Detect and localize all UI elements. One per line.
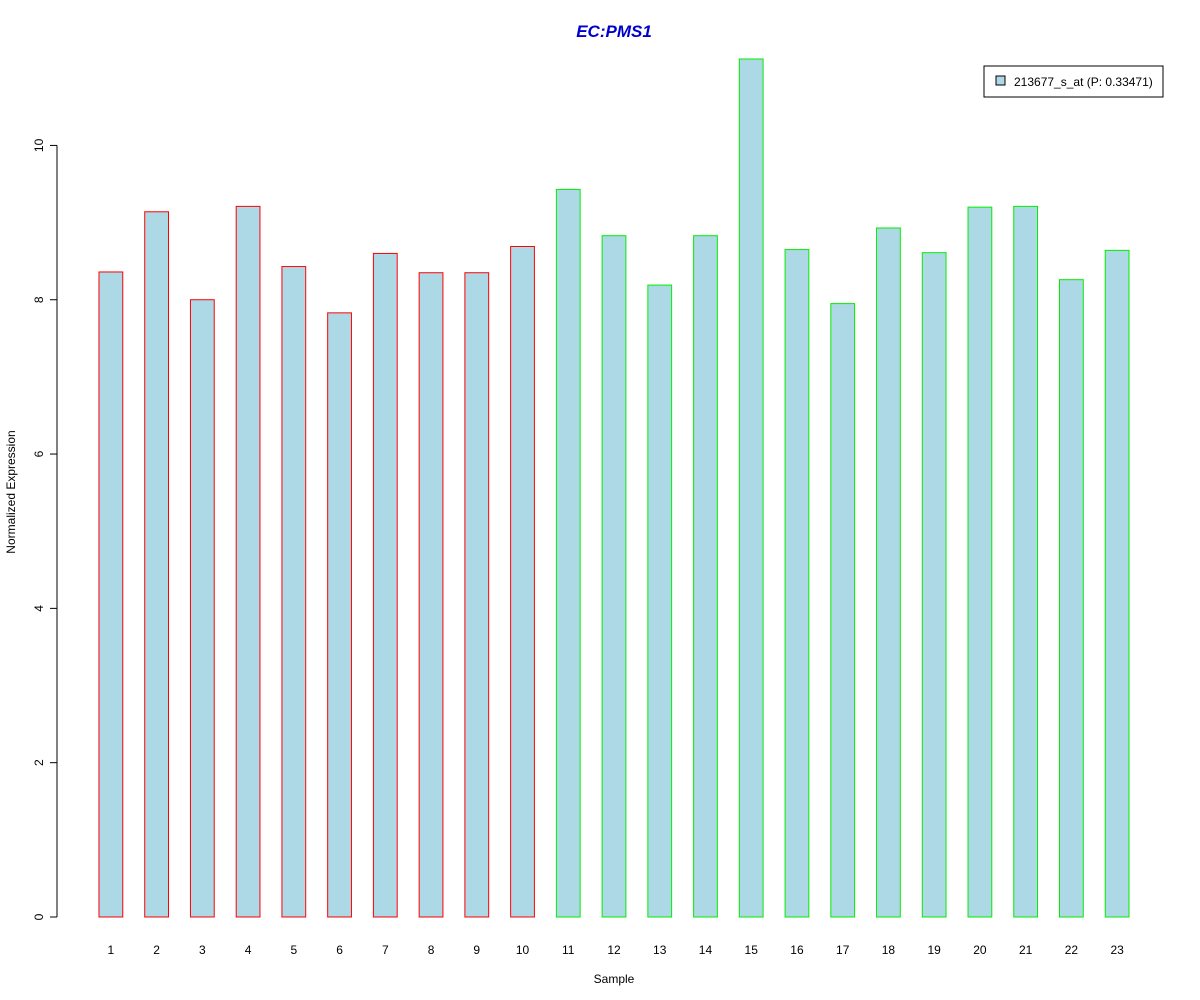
bar-sample-21 xyxy=(1013,205,1039,918)
x-tick-label: 5 xyxy=(290,943,297,957)
x-tick-label: 12 xyxy=(607,943,621,957)
x-tick-label: 22 xyxy=(1065,943,1079,957)
x-tick-label: 7 xyxy=(382,943,389,957)
bar-sample-23 xyxy=(1104,249,1130,918)
bar-sample-8 xyxy=(418,272,444,918)
bar-sample-3 xyxy=(189,299,215,918)
bar-sample-5 xyxy=(281,266,307,918)
legend-swatch xyxy=(995,75,1006,86)
x-tick-label: 2 xyxy=(153,943,160,957)
x-tick-label: 3 xyxy=(199,943,206,957)
bar-sample-20 xyxy=(967,206,993,918)
y-tick-label: 2 xyxy=(32,759,46,766)
x-axis-label: Sample xyxy=(594,972,635,986)
bar-sample-19 xyxy=(921,252,947,918)
x-axis: 1 2 3 4 5 6 7 8 9 10 11 12 13 14 15 16 17 18 19 20 21 22 23 xyxy=(108,943,1125,957)
bar-sample-13 xyxy=(647,284,673,918)
bar-sample-6 xyxy=(327,312,352,918)
bar-sample-14 xyxy=(693,235,718,918)
x-tick-label: 20 xyxy=(973,943,987,957)
bars xyxy=(98,58,1130,918)
legend-box xyxy=(983,65,1164,98)
bar-sample-10 xyxy=(510,245,535,918)
x-tick-label: 19 xyxy=(927,943,941,957)
x-tick-label: 8 xyxy=(428,943,435,957)
bar-sample-12 xyxy=(601,235,627,918)
bar-sample-4 xyxy=(235,205,261,918)
bar-sample-22 xyxy=(1059,279,1084,918)
bar-sample-9 xyxy=(464,272,490,918)
x-tick-label: 21 xyxy=(1019,943,1033,957)
x-tick-label: 1 xyxy=(108,943,115,957)
y-tick-label: 4 xyxy=(32,605,46,612)
bar-sample-18 xyxy=(876,227,901,918)
x-tick-label: 15 xyxy=(745,943,759,957)
bar-sample-17 xyxy=(830,303,856,918)
bar-sample-15 xyxy=(738,58,764,918)
x-tick-label: 10 xyxy=(516,943,530,957)
bar-sample-1 xyxy=(98,271,124,918)
x-tick-label: 17 xyxy=(836,943,850,957)
y-axis: 0 2 4 6 8 10 xyxy=(32,138,57,920)
x-tick-label: 18 xyxy=(882,943,896,957)
y-tick-label: 6 xyxy=(32,450,46,457)
legend-label: 213677_s_at (P: 0.33471) xyxy=(1014,75,1153,89)
bar-sample-11 xyxy=(555,188,581,918)
x-tick-label: 23 xyxy=(1110,943,1124,957)
y-tick-label: 8 xyxy=(32,296,46,303)
y-axis-label: Normalized Expression xyxy=(4,430,18,553)
x-tick-label: 4 xyxy=(245,943,252,957)
chart-title: EC:PMS1 xyxy=(576,22,652,41)
legend: 213677_s_at (P: 0.33471) xyxy=(983,65,1164,98)
x-tick-label: 11 xyxy=(562,943,575,957)
x-tick-label: 6 xyxy=(336,943,343,957)
x-tick-label: 9 xyxy=(473,943,480,957)
bar-sample-7 xyxy=(372,252,398,918)
bar-sample-16 xyxy=(784,249,810,918)
bar-sample-2 xyxy=(144,211,170,918)
x-tick-label: 16 xyxy=(790,943,804,957)
y-tick-label: 0 xyxy=(32,913,46,920)
y-tick-label: 10 xyxy=(32,138,46,152)
x-tick-label: 13 xyxy=(653,943,667,957)
x-tick-label: 14 xyxy=(699,943,713,957)
